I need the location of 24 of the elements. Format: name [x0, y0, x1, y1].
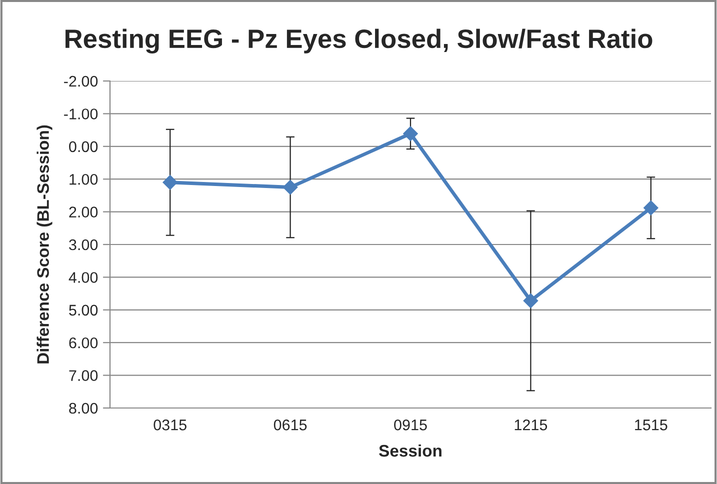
x-tick-label: 0615	[274, 420, 307, 430]
y-tick-label: -1.00	[64, 108, 98, 120]
point	[282, 180, 298, 195]
y-tick-label: -2.00	[64, 76, 98, 87]
y-tick-label: 8.00	[69, 402, 98, 414]
y-tick-label: 2.00	[69, 206, 98, 218]
x-tick-label: 1515	[635, 420, 668, 430]
y-tick-label: 7.00	[69, 370, 98, 381]
x-tick-label: 0915	[394, 420, 427, 430]
x-tick-label: 1215	[514, 420, 548, 430]
y-tick-label: 6.00	[69, 337, 98, 348]
point	[523, 293, 538, 308]
y-tick-label: 0.00	[69, 141, 98, 152]
y-tick-label: 1.00	[70, 174, 98, 185]
x-axis-title: Session	[379, 444, 442, 457]
chart-title: Resting EEG - Pz Eyes Closed, Slow/Fast Ratio	[66, 28, 652, 54]
point	[403, 126, 418, 142]
y-tick-label: 3.00	[69, 239, 98, 250]
point	[644, 200, 658, 216]
y-tick-label: 5.00	[69, 304, 98, 316]
point	[162, 174, 178, 190]
x-tick-label: 0315	[154, 420, 186, 430]
y-tick-label: 4.00	[68, 272, 98, 283]
y-axis-title: Difference Score (BL-Session)	[36, 125, 52, 364]
